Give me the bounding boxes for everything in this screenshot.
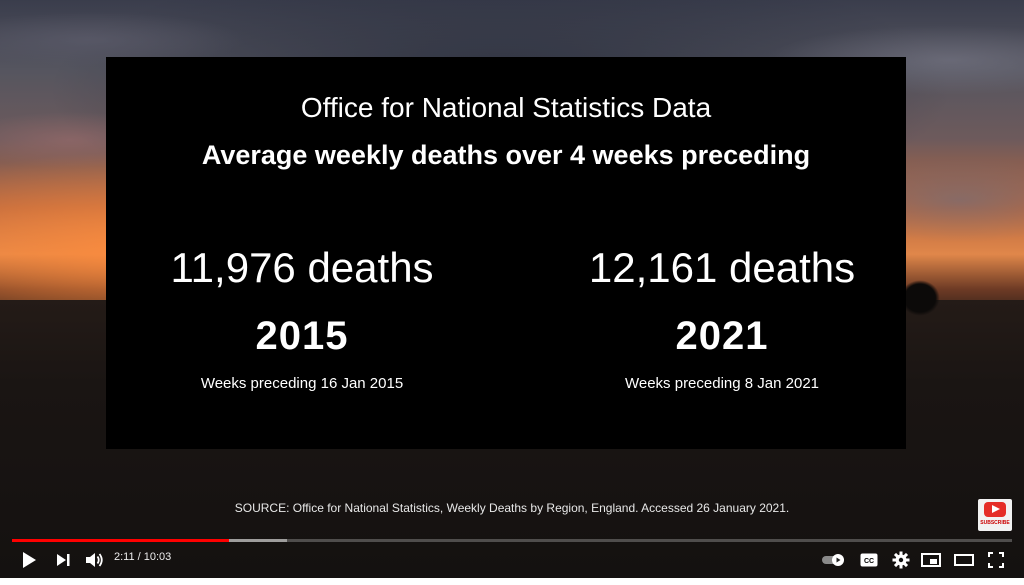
duration: 10:03 [143,551,172,563]
gear-icon [892,551,910,569]
play-icon [23,552,36,568]
autoplay-toggle-icon [822,554,844,566]
year-2015: 2015 [255,314,349,358]
card-subtitle: Office for National Statistics Data [300,92,712,123]
youtube-logo-icon [984,502,1006,517]
fullscreen-button[interactable] [985,549,1007,571]
settings-button[interactable] [890,549,912,571]
volume-icon [86,553,103,567]
progress-bar[interactable] [12,539,1012,542]
statistics-card: Office for National Statistics Data Aver… [106,57,906,449]
source-caption: SOURCE: Office for National Statistics, … [234,501,790,515]
deaths-count-2015: 11,976 deaths [170,244,434,291]
theater-mode-icon [954,554,974,566]
year-2021: 2021 [675,314,769,358]
theater-mode-button[interactable] [952,549,976,571]
weeks-note-2021: Weeks preceding 8 Jan 2021 [624,375,820,392]
autoplay-toggle[interactable] [820,549,848,571]
subscribe-watermark[interactable]: SUBSCRIBE [978,499,1012,531]
weeks-note-2015: Weeks preceding 16 Jan 2015 [200,375,404,392]
svg-text:CC: CC [864,558,874,565]
stat-2021: 12,161 deaths 2021 Weeks preceding 8 Jan… [522,244,922,392]
deaths-count-2021: 12,161 deaths [588,244,856,291]
play-button[interactable] [18,549,40,571]
next-icon [57,554,70,566]
miniplayer-button[interactable] [920,549,942,571]
volume-button[interactable] [83,549,107,571]
card-title: Average weekly deaths over 4 weeks prece… [201,140,811,170]
player-controls: 2:11 / 10:03 CC [0,545,1024,575]
captions-button[interactable]: CC [858,549,880,571]
subscribe-label: SUBSCRIBE [980,520,1010,526]
time-display: 2:11 / 10:03 [114,551,171,563]
miniplayer-icon [921,553,941,567]
stat-2015: 11,976 deaths 2015 Weeks preceding 16 Ja… [102,244,502,392]
current-time: 2:11 [114,551,135,563]
fullscreen-icon [988,552,1004,568]
video-background-tree [900,280,940,316]
time-separator: / [134,551,144,563]
progress-played [12,539,229,542]
next-button[interactable] [52,549,74,571]
captions-icon: CC [860,553,878,567]
